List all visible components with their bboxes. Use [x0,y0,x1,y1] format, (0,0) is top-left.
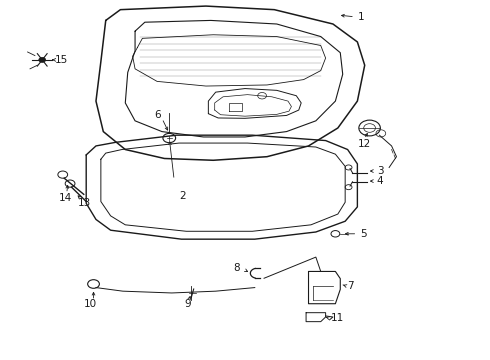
Circle shape [39,57,46,62]
Text: 7: 7 [347,281,354,291]
Text: 12: 12 [357,139,370,149]
Text: 9: 9 [184,299,191,309]
Text: 5: 5 [360,229,367,239]
Text: 15: 15 [54,55,68,65]
Text: 14: 14 [58,193,72,203]
Text: 10: 10 [84,299,97,309]
Text: 4: 4 [377,176,384,186]
Text: 11: 11 [331,313,344,323]
Text: 2: 2 [179,191,186,201]
Text: 1: 1 [357,12,364,22]
Text: 3: 3 [377,166,384,176]
Text: 8: 8 [234,263,240,273]
Text: 6: 6 [155,111,161,121]
Text: 13: 13 [78,198,91,208]
